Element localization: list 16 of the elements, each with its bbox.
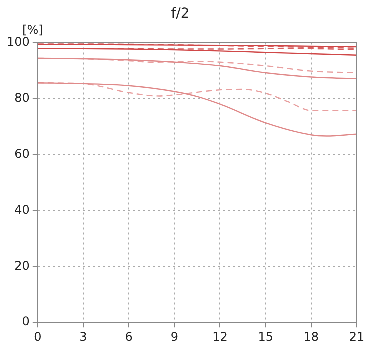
x-tick-label: 6 xyxy=(125,330,133,344)
x-tick-label: 9 xyxy=(170,330,178,344)
x-tick-label: 18 xyxy=(304,330,320,344)
chart-title: f/2 xyxy=(171,6,190,22)
x-tick-label: 0 xyxy=(34,330,42,344)
x-tick-label: 21 xyxy=(349,330,365,344)
y-tick-label: 100 xyxy=(7,34,30,49)
x-tick-label: 15 xyxy=(258,330,274,344)
x-tick-label: 12 xyxy=(212,330,228,344)
y-tick-label: 60 xyxy=(14,146,30,161)
x-tick-label: 3 xyxy=(80,330,88,344)
y-tick-label: 40 xyxy=(14,202,30,217)
y-tick-label: 20 xyxy=(14,258,30,273)
y-tick-label: 0 xyxy=(22,314,30,329)
y-axis-title: [%] xyxy=(22,22,44,37)
y-tick-label: 80 xyxy=(14,90,30,105)
